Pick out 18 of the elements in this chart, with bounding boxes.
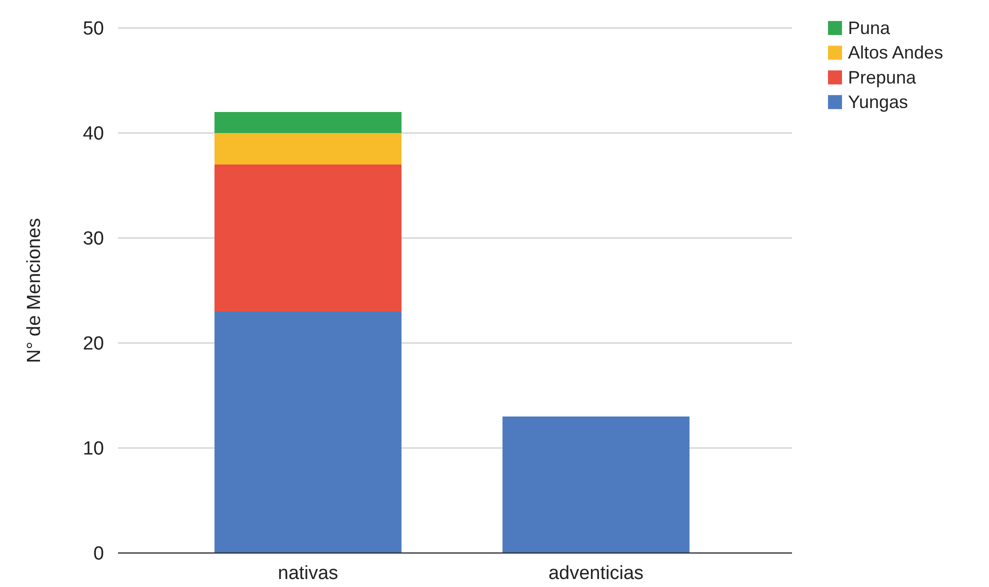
y-tick-label: 50 <box>82 18 104 40</box>
y-axis-title: N° de Menciones <box>24 218 45 363</box>
bar <box>214 164 402 312</box>
x-tick-label: adventicias <box>548 563 644 584</box>
legend-label: Puna <box>848 18 892 38</box>
bar <box>214 112 402 133</box>
bar <box>502 416 690 553</box>
y-tick-label: 30 <box>82 228 104 250</box>
y-tick-label: 0 <box>93 544 104 565</box>
bar <box>214 133 402 164</box>
legend-label: Yungas <box>848 92 908 112</box>
x-tick-label: nativas <box>278 563 338 584</box>
y-tick-label: 10 <box>82 438 104 460</box>
bar <box>214 312 402 553</box>
legend-label: Altos Andes <box>848 42 944 63</box>
y-tick-label: 40 <box>82 124 104 145</box>
y-tick-label: 20 <box>82 334 104 355</box>
legend-label: Prepuna <box>848 67 918 88</box>
